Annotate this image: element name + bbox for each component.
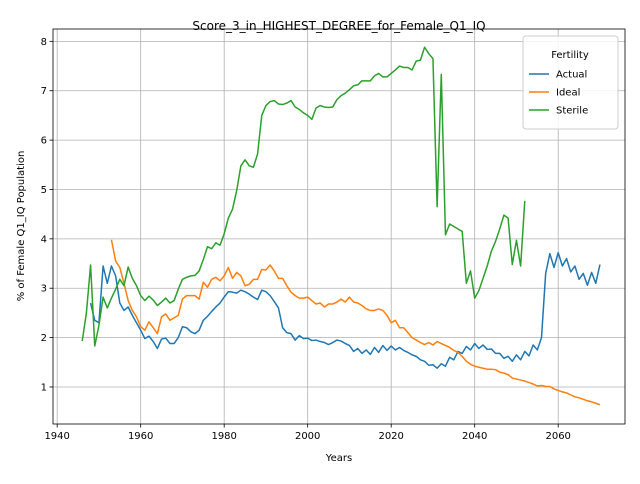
y-tick-label: 6 bbox=[41, 136, 47, 147]
chart-title: Score_3_in_HIGHEST_DEGREE_for_Female_Q1_… bbox=[192, 19, 485, 33]
x-tick-label: 2040 bbox=[462, 431, 487, 442]
x-axis-label: Years bbox=[325, 453, 352, 464]
series-lines bbox=[81, 46, 601, 406]
legend-label-actual: Actual bbox=[556, 70, 587, 81]
y-tick-label: 8 bbox=[41, 37, 47, 48]
legend-box bbox=[522, 35, 619, 130]
y-tick-label: 1 bbox=[41, 382, 47, 393]
series-line-ideal bbox=[110, 239, 601, 406]
x-tick-label: 1940 bbox=[44, 431, 69, 442]
y-tick-label: 5 bbox=[41, 185, 47, 196]
legend-label-ideal: Ideal bbox=[556, 88, 580, 99]
y-tick-label: 3 bbox=[41, 284, 47, 295]
y-tick-label: 4 bbox=[41, 234, 47, 245]
x-tick-label: 1980 bbox=[211, 431, 236, 442]
series-line-sterile bbox=[81, 46, 526, 347]
x-tick-label: 2000 bbox=[295, 431, 320, 442]
x-tick-label: 1960 bbox=[128, 431, 153, 442]
plot-frame bbox=[52, 28, 626, 425]
y-axis: 1 2 3 4 5 6 7 8 bbox=[41, 37, 53, 393]
series-line-actual bbox=[89, 251, 601, 369]
legend: Fertility Actual Ideal Sterile bbox=[522, 35, 619, 130]
x-tick-label: 2020 bbox=[378, 431, 403, 442]
y-axis-label: % of Female Q1_IQ Population bbox=[16, 151, 27, 302]
legend-title: Fertility bbox=[551, 50, 589, 61]
legend-label-sterile: Sterile bbox=[556, 106, 588, 117]
x-tick-label: 2060 bbox=[545, 431, 570, 442]
x-axis: 1940 1960 1980 2000 2020 2040 2060 bbox=[44, 424, 571, 442]
y-tick-label: 2 bbox=[41, 333, 47, 344]
y-tick-label: 7 bbox=[41, 86, 47, 97]
